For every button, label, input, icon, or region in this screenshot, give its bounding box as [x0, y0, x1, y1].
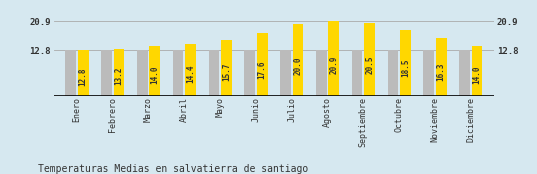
Bar [329, 21, 339, 96]
Bar [400, 30, 411, 96]
Bar [101, 50, 112, 96]
Bar [293, 24, 303, 96]
Bar [208, 50, 219, 96]
Bar [388, 50, 398, 96]
Bar [257, 33, 267, 96]
Bar [316, 50, 326, 96]
Bar [471, 46, 482, 96]
Bar [244, 50, 255, 96]
Text: 14.4: 14.4 [186, 65, 195, 83]
Bar [436, 38, 447, 96]
Bar [137, 50, 148, 96]
Bar [423, 50, 434, 96]
Text: 13.2: 13.2 [114, 67, 124, 85]
Text: 14.0: 14.0 [473, 65, 482, 84]
Bar [185, 44, 196, 96]
Text: 20.9: 20.9 [329, 55, 338, 74]
Bar [78, 50, 89, 96]
Text: 17.6: 17.6 [258, 60, 267, 79]
Bar [352, 50, 362, 96]
Bar [149, 46, 160, 96]
Text: 16.3: 16.3 [437, 62, 446, 81]
Bar [66, 50, 76, 96]
Bar [280, 50, 291, 96]
Bar [221, 40, 232, 96]
Text: 18.5: 18.5 [401, 59, 410, 77]
Text: 14.0: 14.0 [150, 65, 159, 84]
Bar [173, 50, 184, 96]
Bar [114, 49, 125, 96]
Text: 20.5: 20.5 [365, 56, 374, 74]
Bar [459, 50, 470, 96]
Text: 20.0: 20.0 [294, 57, 302, 75]
Text: Temperaturas Medias en salvatierra de santiago: Temperaturas Medias en salvatierra de sa… [38, 164, 308, 174]
Text: 12.8: 12.8 [79, 67, 88, 86]
Bar [364, 23, 375, 96]
Text: 15.7: 15.7 [222, 63, 231, 81]
